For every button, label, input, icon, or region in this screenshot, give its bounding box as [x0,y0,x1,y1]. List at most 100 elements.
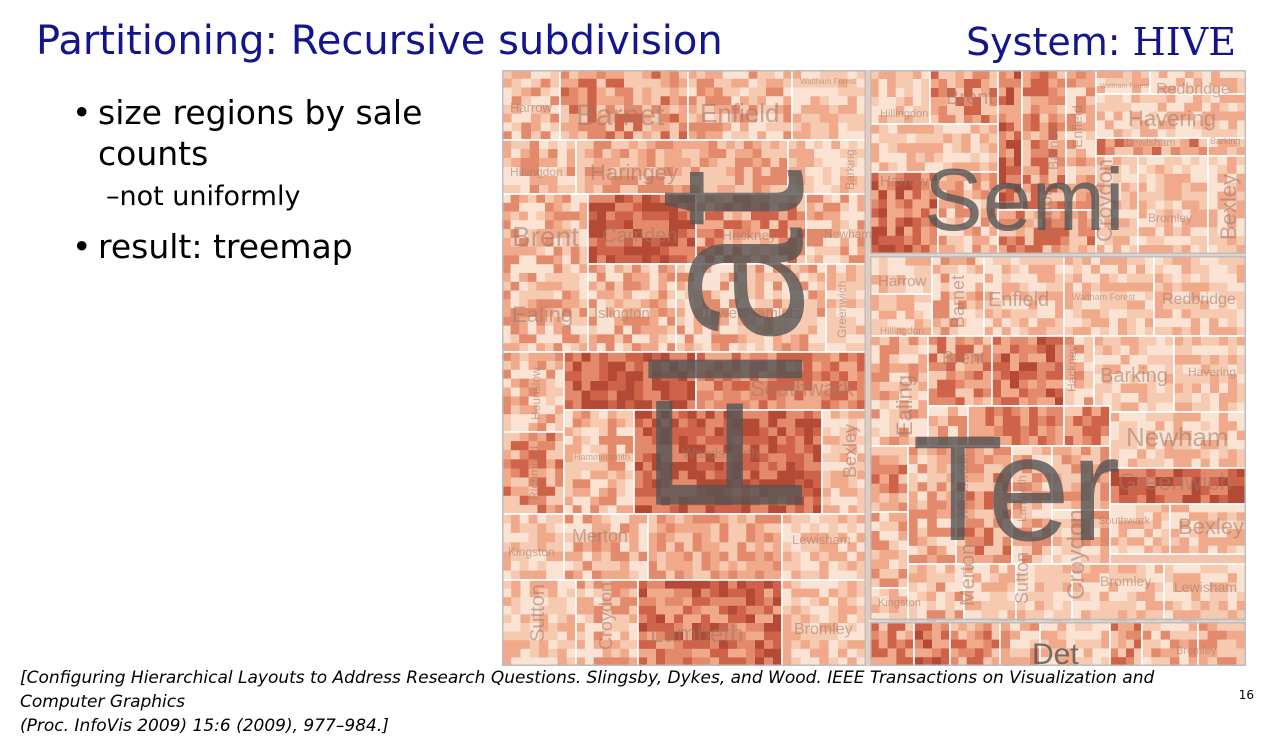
treemap-cell [1182,458,1192,469]
treemap-cell [759,505,769,515]
treemap-cell [899,372,909,383]
treemap-cell [856,113,867,123]
treemap-cell [1010,371,1020,381]
treemap-cell [1190,218,1200,228]
treemap-cell [629,614,639,624]
treemap-cell [1057,148,1067,158]
treemap-cell [510,441,521,451]
treemap-cell [669,381,679,391]
treemap-cell [1111,383,1121,394]
treemap-cell [1006,70,1015,80]
treemap-cell [958,309,967,319]
treemap-cell [936,446,947,456]
treemap-cell [1164,173,1174,184]
treemap-cell [579,308,589,318]
treemap-cell [770,185,780,195]
treemap-cell [741,246,752,256]
treemap-cell [660,246,670,256]
treemap-cell [573,561,583,571]
treemap-cell [946,545,957,556]
treemap-cell [722,105,732,115]
treemap-cell [723,211,733,221]
treemap-cell [564,561,574,571]
treemap-cell [830,444,840,454]
treemap-cell [737,325,747,335]
treemap-cell [974,545,985,556]
treemap-cell [511,176,521,186]
treemap-cell [548,648,558,658]
treemap-cell [623,272,633,282]
treemap-cell [878,302,889,312]
treemap-cell [1181,282,1192,292]
treemap-cell [511,605,521,615]
treemap-cell [557,623,568,632]
treemap-cell [1100,426,1111,437]
treemap-cell [782,532,792,543]
treemap-cell [1019,291,1029,301]
treemap-cell [710,605,720,615]
treemap-cell [810,561,820,571]
treemap-cell [899,418,909,428]
treemap-cell [1012,509,1023,519]
treemap-cell [616,488,626,497]
treemap-cell [1012,527,1023,538]
treemap-cell [1228,364,1238,375]
treemap-cell [520,605,531,615]
treemap-cell [735,140,745,150]
treemap-cell [519,202,529,212]
treemap-cell [1110,529,1119,538]
treemap-cell [1055,379,1065,389]
treemap-cell [1086,113,1097,123]
treemap-cell [1086,105,1097,115]
treemap-cell [1236,138,1246,148]
treemap-cell [769,255,779,265]
treemap-cell [1156,402,1166,413]
treemap-cell [696,453,706,463]
treemap-cell [839,410,849,419]
treemap-cell [1028,371,1038,381]
treemap-cell [755,523,765,534]
treemap-cell [1237,336,1246,346]
treemap-cell [899,436,909,447]
treemap-cell [588,343,598,353]
treemap-cell [1033,245,1043,255]
treemap-cell [878,256,889,266]
treemap-cell [857,352,867,362]
treemap-cell [801,131,811,141]
treemap-cell [912,244,922,255]
treemap-cell [846,334,857,344]
treemap-cell [947,70,956,80]
treemap-cell [896,294,906,303]
treemap-cell [708,176,718,186]
treemap-cell [917,500,928,510]
treemap-cell [870,363,880,373]
treemap-cell [979,124,990,134]
treemap-cell [992,256,1003,266]
treemap-cell [1012,554,1023,565]
treemap-cell [553,194,563,204]
treemap-cell [755,640,765,650]
treemap-cell [690,167,700,177]
treemap-cell [898,521,909,532]
treemap-cell [607,410,617,419]
treemap-cell [1138,209,1148,219]
treemap-cell [669,96,680,106]
treemap-cell [1236,282,1246,292]
treemap-cell [1228,120,1238,130]
treemap-cell [856,290,867,300]
treemap-cell [1202,78,1212,87]
treemap-cell [632,325,642,335]
treemap-cell [705,220,715,230]
treemap-cell [856,272,867,282]
treemap-cell [602,588,612,598]
treemap-cell [1111,402,1121,413]
treemap-cell [569,105,579,115]
treemap-cell [1209,291,1219,301]
treemap-cell [683,631,693,641]
treemap-cell [732,229,743,239]
treemap-cell [830,418,840,428]
treemap-cell [596,70,607,80]
treemap-cell [998,105,1007,115]
treemap-cell [1209,440,1220,450]
treemap-cell [1109,309,1119,319]
